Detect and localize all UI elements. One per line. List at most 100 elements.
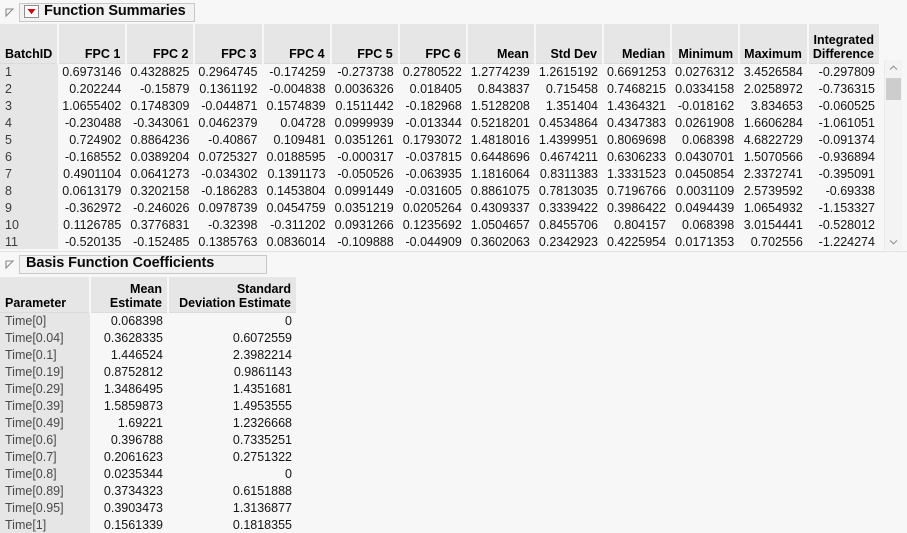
- col-header-mean[interactable]: Mean: [466, 24, 536, 64]
- data-cell: -0.362972: [65, 201, 122, 215]
- data-cell: 1.4953555: [232, 399, 292, 413]
- table-row[interactable]: Time[0.19] 0.8752812 0.9861143: [0, 364, 297, 381]
- table-row[interactable]: Time[0.95] 0.3903473 1.3136877: [0, 500, 297, 517]
- panel-divider: [0, 251, 907, 252]
- basis-function-coefficients-outline-title[interactable]: Basis Function Coefficients: [4, 254, 267, 274]
- data-cell: 0.0351261: [334, 133, 394, 147]
- basis-function-coefficients-rows: Time[0] 0.068398 0 Time[0.04] 0.3628335 0.607…: [0, 312, 297, 533]
- data-cell: 1.4818016: [470, 133, 530, 147]
- function-summaries-outline-title[interactable]: Function Summaries: [4, 2, 195, 22]
- col-header-std-dev[interactable]: Std Dev: [534, 24, 604, 64]
- data-cell: 0.7813035: [538, 184, 598, 198]
- col-header-standard-deviation-estimate[interactable]: Standard Deviation Estimate: [168, 277, 298, 313]
- data-cell: -0.063935: [405, 167, 462, 181]
- data-cell: 0.6072559: [232, 331, 292, 345]
- data-cell: 1.0504657: [470, 218, 530, 232]
- data-cell: 0.0351219: [334, 201, 394, 215]
- table-row[interactable]: 2 0.202244 -0.15879 0.1361192 -0.004838 0.003…: [0, 81, 880, 98]
- triangle-collapse-icon[interactable]: [4, 7, 15, 18]
- table-row[interactable]: Time[0.8] 0.0235344 0: [0, 466, 297, 483]
- data-cell: 0.0389204: [130, 150, 190, 164]
- data-cell: 0.0999939: [334, 116, 394, 130]
- data-cell: 0.7335251: [232, 433, 292, 447]
- data-cell: 0.3602063: [470, 235, 530, 249]
- table-row[interactable]: 5 0.724902 0.8864236 -0.40867 0.109481 0.0351…: [0, 132, 880, 149]
- data-cell: 1.5070566: [743, 150, 803, 164]
- data-cell: 0.6448696: [470, 150, 530, 164]
- data-cell: 0.6306233: [606, 150, 667, 164]
- data-cell: 1.0655402: [62, 99, 122, 113]
- table-row[interactable]: 3 1.0655402 0.1748309 -0.044871 0.1574839 0.1…: [0, 98, 880, 115]
- data-cell: -0.936894: [818, 150, 875, 164]
- table-row[interactable]: Time[0.39] 1.5859873 1.4953555: [0, 398, 297, 415]
- function-summaries-table-viewport[interactable]: BatchID FPC 1 FPC 2 FPC 3 FPC 4 FPC 5 FP…: [0, 24, 880, 249]
- red-popup-menu-icon[interactable]: [24, 5, 39, 18]
- col-header-integrated-difference[interactable]: Integrated Difference: [807, 24, 880, 64]
- function-summaries-scrollbar[interactable]: [884, 60, 902, 250]
- data-cell: 0.8455706: [538, 218, 598, 232]
- data-cell: 0.0235344: [103, 467, 163, 481]
- table-row[interactable]: 4 -0.230488 -0.343061 0.0462379 0.04728 0.099…: [0, 115, 880, 132]
- data-cell: 0.4347383: [606, 116, 667, 130]
- data-cell: 0.6973146: [62, 65, 122, 79]
- chevron-down-icon[interactable]: [885, 234, 902, 250]
- data-cell: -0.013344: [405, 116, 462, 130]
- table-row[interactable]: Time[0.04] 0.3628335 0.6072559: [0, 330, 297, 347]
- data-cell: 0.8311383: [539, 167, 598, 181]
- col-header-maximum[interactable]: Maximum: [739, 24, 809, 64]
- data-cell: -0.050526: [337, 167, 394, 181]
- table-row[interactable]: Time[1] 0.1561339 0.1818355: [0, 517, 297, 533]
- data-cell: 0.202244: [69, 82, 122, 96]
- data-cell: -0.520135: [65, 235, 122, 249]
- table-row[interactable]: Time[0.49] 1.69221 1.2326668: [0, 415, 297, 432]
- table-row[interactable]: Time[0.29] 1.3486495 1.4351681: [0, 381, 297, 398]
- table-row[interactable]: 10 0.1126785 0.3776831 -0.32398 -0.311202 0.0…: [0, 217, 880, 234]
- data-cell: 0.1574839: [266, 99, 326, 113]
- row-label-cell: 5: [0, 132, 59, 149]
- col-header-fpc-6[interactable]: FPC 6: [398, 24, 468, 64]
- col-header-fpc-5[interactable]: FPC 5: [330, 24, 400, 64]
- table-row[interactable]: 9 -0.362972 -0.246026 0.0978739 0.0454759 0.0…: [0, 200, 880, 217]
- data-cell: -0.044909: [405, 235, 462, 249]
- col-header-median[interactable]: Median: [602, 24, 673, 64]
- table-row[interactable]: 6 -0.168552 0.0389204 0.0725327 0.0188595 -0.…: [0, 149, 880, 166]
- row-label-cell: 1: [0, 63, 59, 81]
- data-cell: -0.044871: [201, 99, 258, 113]
- triangle-collapse-icon[interactable]: [4, 259, 15, 270]
- data-cell: 1.4364321: [606, 99, 667, 113]
- col-header-minimum[interactable]: Minimum: [671, 24, 741, 64]
- row-label-cell: Time[0.6]: [0, 432, 90, 449]
- col-header-fpc-4[interactable]: FPC 4: [262, 24, 332, 64]
- data-cell: 0.9861143: [233, 365, 292, 379]
- row-label-cell: 7: [0, 166, 59, 183]
- table-row[interactable]: Time[0.7] 0.2061623 0.2751322: [0, 449, 297, 466]
- scrollbar-thumb[interactable]: [886, 78, 901, 100]
- table-row[interactable]: 8 0.0613179 0.3202158 -0.186283 0.1453804 0.0…: [0, 183, 880, 200]
- table-row[interactable]: Time[0] 0.068398 0: [0, 312, 297, 330]
- data-cell: 1.69221: [117, 416, 163, 430]
- data-cell: 4.6822729: [743, 133, 803, 147]
- col-header-batchid[interactable]: BatchID: [0, 24, 60, 64]
- data-cell: 0: [285, 467, 292, 481]
- col-header-fpc-1[interactable]: FPC 1: [58, 24, 128, 64]
- data-cell: 1.1816064: [470, 167, 530, 181]
- col-header-fpc-3[interactable]: FPC 3: [194, 24, 264, 64]
- chevron-up-icon[interactable]: [885, 60, 902, 76]
- table-row[interactable]: 1 0.6973146 0.4328825 0.2964745 -0.174259 -0.…: [0, 63, 880, 81]
- basis-function-coefficients-title-box[interactable]: Basis Function Coefficients: [19, 254, 267, 274]
- col-header-parameter[interactable]: Parameter: [0, 277, 91, 313]
- table-row[interactable]: 7 0.4901104 0.0641273 -0.034302 0.1391173 -0.…: [0, 166, 880, 183]
- table-row[interactable]: Time[0.89] 0.3734323 0.6151888: [0, 483, 297, 500]
- table-header-row: BatchID FPC 1 FPC 2 FPC 3 FPC 4 FPC 5 FP…: [0, 24, 880, 64]
- col-header-fpc-2[interactable]: FPC 2: [126, 24, 196, 64]
- col-header-mean-estimate[interactable]: Mean Estimate: [90, 277, 169, 313]
- data-cell: 0.018405: [409, 82, 462, 96]
- row-label-cell: Time[1]: [0, 517, 90, 533]
- table-row[interactable]: Time[0.1] 1.446524 2.3982214: [0, 347, 297, 364]
- table-row[interactable]: Time[0.6] 0.396788 0.7335251: [0, 432, 297, 449]
- table-row[interactable]: 11 -0.520135 -0.152485 0.1385763 0.0836014 -0…: [0, 234, 880, 249]
- row-label-cell: 11: [0, 234, 59, 249]
- function-summaries-title-box[interactable]: Function Summaries: [19, 2, 195, 22]
- data-cell: 0.8864236: [130, 133, 190, 147]
